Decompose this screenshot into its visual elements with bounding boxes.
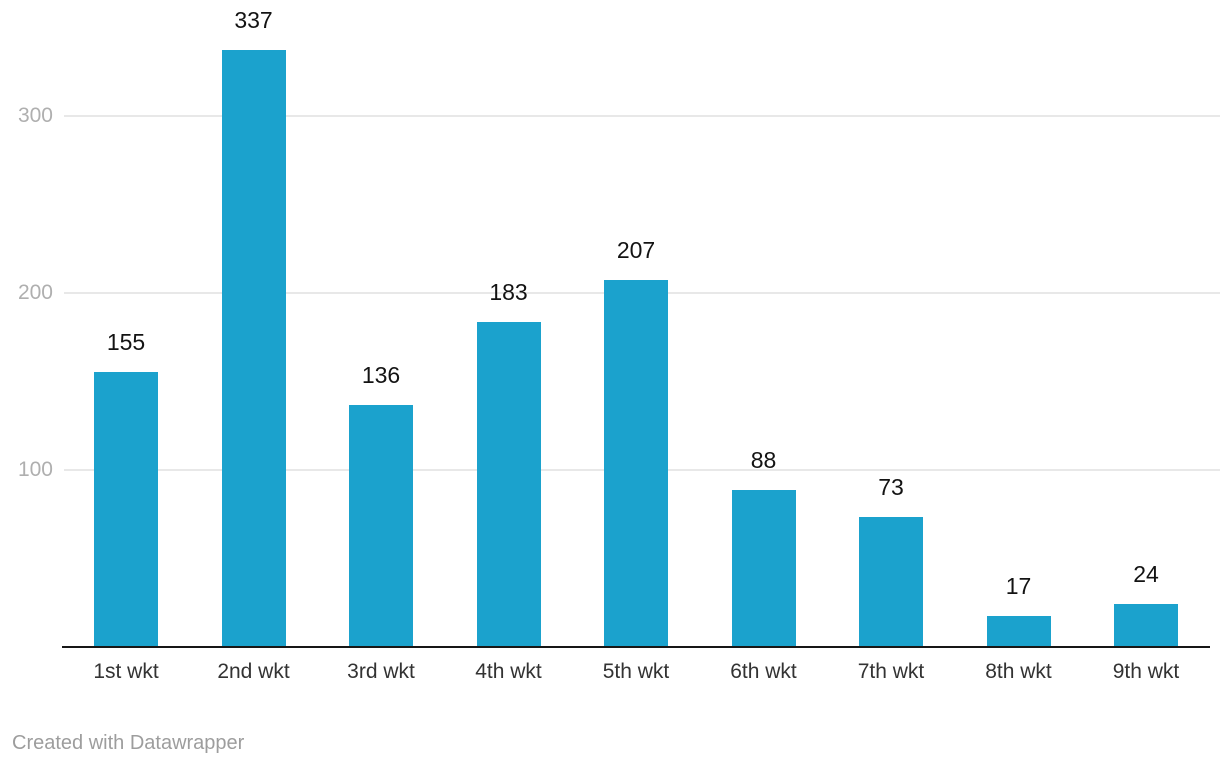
- bar-value-label: 155: [106, 329, 146, 355]
- x-axis-line: [62, 646, 1210, 648]
- x-axis-category-label: 7th wkt: [857, 660, 925, 683]
- bar-value-label: 183: [489, 279, 528, 305]
- x-axis-category-label: 4th wkt: [475, 660, 542, 683]
- x-axis-category-label: 3rd wkt: [347, 660, 415, 683]
- bar-value-label: 24: [1133, 561, 1159, 587]
- y-axis-tick-label: 100: [17, 458, 53, 481]
- plot-area: 100 200 300 155 337 136 183 207 88 73 17 24 1st wk…: [17, 7, 1220, 683]
- x-axis-category-label: 1st wkt: [93, 660, 159, 683]
- bar[interactable]: [349, 405, 413, 646]
- bar[interactable]: [1114, 604, 1178, 646]
- bar-value-label: 88: [750, 447, 777, 473]
- bar-value-label: 207: [616, 237, 656, 263]
- gridline: [64, 115, 1220, 117]
- bar-value-label: 17: [1005, 573, 1032, 599]
- bar[interactable]: [859, 517, 923, 646]
- y-axis-tick-label: 300: [17, 104, 53, 127]
- x-axis-category-label: 2nd wkt: [217, 660, 290, 683]
- bar[interactable]: [986, 616, 1051, 646]
- y-axis-tick-label: 200: [17, 281, 53, 304]
- x-axis-category-label: 6th wkt: [730, 660, 797, 683]
- bar[interactable]: [476, 322, 541, 646]
- bar[interactable]: [94, 372, 158, 646]
- bar-value-label: 73: [878, 474, 904, 500]
- bar[interactable]: [604, 280, 668, 646]
- bar[interactable]: [221, 50, 286, 646]
- x-axis-category-label: 8th wkt: [985, 660, 1052, 683]
- bar[interactable]: [731, 490, 796, 646]
- x-axis-category-label: 9th wkt: [1112, 660, 1180, 683]
- datawrapper-credit-link[interactable]: Created with Datawrapper: [12, 732, 245, 754]
- x-axis-category-label: 5th wkt: [602, 660, 670, 683]
- bar-value-label: 136: [361, 362, 401, 388]
- bar-value-label: 337: [234, 7, 273, 33]
